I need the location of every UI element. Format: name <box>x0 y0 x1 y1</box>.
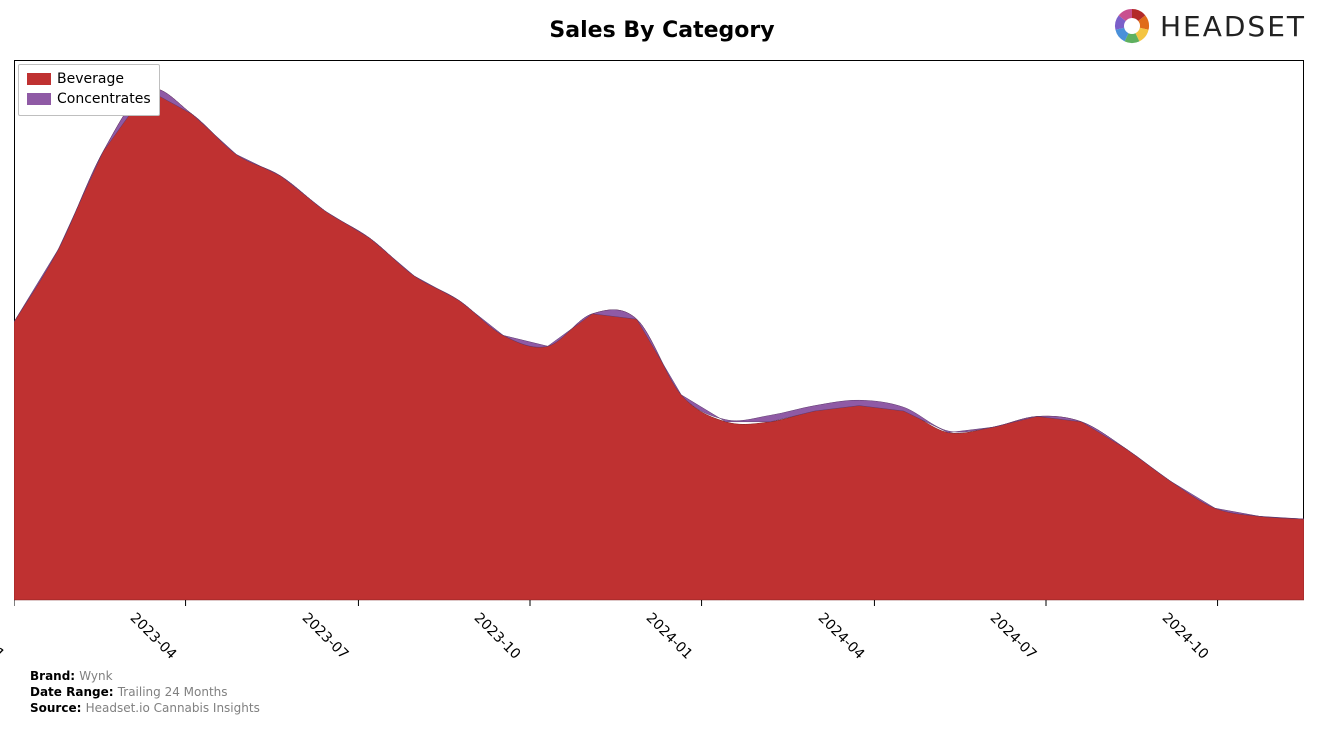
chart-container: Sales By Category HEADSET BeverageConcen… <box>0 0 1324 738</box>
footer-label: Date Range: <box>30 685 118 699</box>
footer-label: Source: <box>30 701 86 715</box>
area-chart <box>14 60 1304 610</box>
x-tick-label: 2023-10 <box>471 610 524 663</box>
x-tick-label: 2024-01 <box>642 610 695 663</box>
headset-logo: HEADSET <box>1112 6 1306 46</box>
headset-logo-icon <box>1112 6 1152 46</box>
x-tick-label: 2023-01 <box>0 610 7 663</box>
footer-value: Headset.io Cannabis Insights <box>86 701 260 715</box>
headset-logo-text: HEADSET <box>1160 10 1306 43</box>
x-tick-label: 2023-04 <box>126 610 179 663</box>
legend-item-beverage: Beverage <box>27 69 151 89</box>
footer-row: Brand: Wynk <box>30 668 260 684</box>
footer-row: Date Range: Trailing 24 Months <box>30 684 260 700</box>
x-tick-label: 2024-07 <box>987 610 1040 663</box>
legend: BeverageConcentrates <box>18 64 160 116</box>
legend-label: Concentrates <box>57 89 151 109</box>
footer-value: Trailing 24 Months <box>118 685 228 699</box>
footer-row: Source: Headset.io Cannabis Insights <box>30 700 260 716</box>
footer-value: Wynk <box>79 669 112 683</box>
area-series-beverage <box>14 88 1304 600</box>
chart-footer: Brand: WynkDate Range: Trailing 24 Month… <box>30 668 260 716</box>
x-tick-label: 2024-10 <box>1158 610 1211 663</box>
legend-swatch <box>27 73 51 85</box>
legend-item-concentrates: Concentrates <box>27 89 151 109</box>
x-tick-label: 2023-07 <box>299 610 352 663</box>
x-tick-label: 2024-04 <box>815 610 868 663</box>
legend-swatch <box>27 93 51 105</box>
legend-label: Beverage <box>57 69 124 89</box>
footer-label: Brand: <box>30 669 79 683</box>
